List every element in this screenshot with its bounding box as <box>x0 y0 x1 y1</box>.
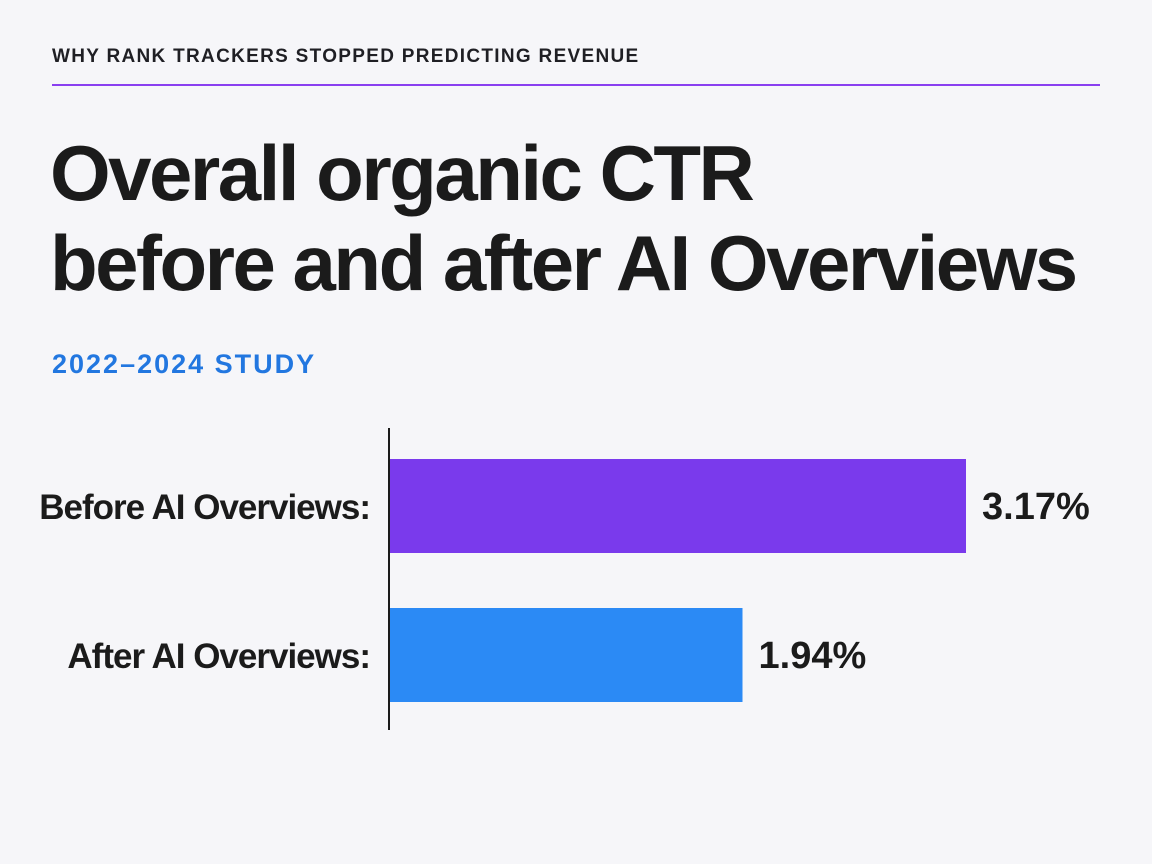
category-label-before: Before AI Overviews: <box>39 488 370 527</box>
bar-after <box>390 608 743 702</box>
study-subtitle: 2022–2024 STUDY <box>52 349 317 379</box>
bar-group: Before AI Overviews: 3.17% After AI Overvi… <box>39 459 1090 702</box>
kicker-heading: WHY RANK TRACKERS STOPPED PREDICTING REV… <box>52 46 640 67</box>
title-line-1: Overall organic CTR <box>50 129 755 217</box>
category-label-after: After AI Overviews: <box>67 637 370 676</box>
accent-rule <box>52 84 1100 86</box>
value-label-before: 3.17% <box>982 486 1090 528</box>
value-label-after: 1.94% <box>759 635 867 677</box>
title-line-2: before and after AI Overviews <box>50 219 1078 307</box>
page-title: Overall organic CTR before and after AI … <box>50 128 1120 308</box>
bar-before <box>390 459 966 553</box>
